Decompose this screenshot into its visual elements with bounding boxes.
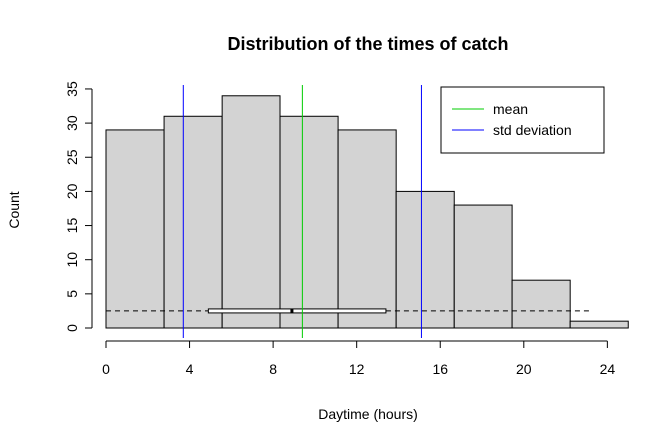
boxplot-box (207, 308, 387, 314)
legend-label-0: mean (493, 101, 528, 117)
histogram-bar-8 (569, 320, 629, 329)
plot-area: 0 4 8 12 16 20 24 0 5 10 15 20 25 30 35 mean std deviati… (64, 81, 629, 377)
y-tick-label-5: 25 (64, 149, 80, 165)
histogram-bar-7 (511, 279, 571, 329)
histogram-bar-4 (337, 129, 397, 329)
y-axis-label: Count (6, 191, 22, 228)
histogram-bar-0 (105, 129, 165, 329)
legend-label-1: std deviation (493, 122, 572, 138)
histogram-bar-1 (163, 115, 223, 329)
histogram-bar-6 (453, 204, 513, 329)
chart-title: Distribution of the times of catch (227, 34, 508, 54)
y-tick-label-6: 30 (64, 115, 80, 131)
x-tick-label-6: 24 (600, 361, 616, 377)
x-tick-label-1: 4 (186, 361, 194, 377)
y-tick-label-1: 5 (64, 290, 80, 298)
x-tick-label-0: 0 (102, 361, 110, 377)
x-tick-label-2: 8 (269, 361, 277, 377)
x-tick-label-4: 16 (432, 361, 448, 377)
x-tick-label-3: 12 (349, 361, 365, 377)
legend-box (440, 86, 605, 154)
histogram-bar-2 (221, 95, 281, 329)
y-tick-label-2: 10 (64, 252, 80, 268)
y-tick-label-7: 35 (64, 81, 80, 97)
x-axis-label: Daytime (hours) (318, 406, 418, 422)
histogram-bar-5 (395, 190, 455, 329)
y-tick-label-3: 15 (64, 218, 80, 234)
y-tick-label-0: 0 (64, 324, 80, 332)
histogram-bar-3 (279, 115, 339, 329)
x-tick-label-5: 20 (516, 361, 532, 377)
y-tick-label-4: 20 (64, 183, 80, 199)
